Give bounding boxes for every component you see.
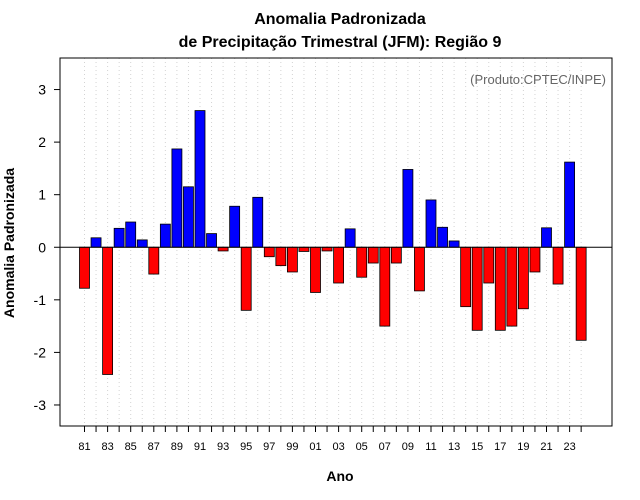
y-axis-title: Anomalia Padronizada	[1, 168, 17, 318]
y-tick-label: 2	[38, 134, 46, 150]
bar-2000	[298, 246, 310, 252]
bar-2004	[344, 228, 356, 248]
bars-layer	[79, 110, 587, 375]
x-axis-title: Ano	[326, 468, 353, 484]
x-tick-label: 23	[563, 441, 575, 453]
y-tick-label: 1	[38, 187, 46, 203]
bar-1998	[275, 246, 287, 267]
bar-1996	[252, 196, 264, 248]
y-tick-label: -3	[34, 397, 47, 413]
bar-2005	[356, 246, 368, 278]
bar-2003	[333, 246, 345, 284]
x-tick-label: 11	[425, 441, 436, 453]
bar-2012	[437, 226, 448, 248]
grid-layer	[84, 58, 582, 426]
x-tick-label: 07	[379, 441, 391, 453]
bar-1985	[125, 221, 137, 248]
bar-1987	[148, 246, 160, 275]
y-tick-label: -2	[34, 344, 47, 360]
bar-2022	[552, 246, 564, 285]
x-tick-label: 91	[194, 441, 206, 453]
bar-2007	[379, 246, 391, 327]
bar-1981	[79, 246, 90, 289]
bar-1982	[90, 237, 102, 248]
chart-title-line1: Anomalia Padronizada	[254, 11, 426, 28]
x-tick-label: 05	[356, 441, 368, 453]
bar-2002	[321, 246, 333, 252]
bar-1994	[229, 205, 241, 248]
bar-1995	[240, 246, 252, 311]
x-tick-label: 21	[540, 441, 552, 453]
x-tick-label: 03	[332, 441, 344, 453]
bar-1989	[171, 148, 183, 248]
x-tick-label: 09	[402, 441, 414, 453]
y-tick-label: 3	[38, 82, 46, 98]
x-axis: 81 83 85 87 89 91 93 95 97 99 01 03 05 07 09 11 13 15 17 19…	[78, 426, 582, 453]
x-tick-label: 83	[101, 441, 113, 453]
bar-2006	[367, 246, 379, 264]
bar-1984	[113, 227, 125, 248]
bar-2010	[414, 246, 425, 292]
bar-2020	[529, 246, 541, 273]
credit-label: (Produto:CPTEC/INPE)	[470, 72, 606, 87]
bar-1993	[217, 246, 229, 252]
x-tick-label: 85	[125, 441, 137, 453]
bar-1983	[102, 246, 113, 375]
x-tick-label: 15	[471, 441, 483, 453]
bar-2014	[460, 246, 472, 308]
chart-title-line2: de Precipitação Trimestral (JFM): Região…	[179, 34, 502, 51]
bar-2013	[448, 240, 460, 248]
x-tick-label: 97	[263, 441, 275, 453]
bar-2017	[494, 246, 506, 331]
bar-1999	[286, 246, 298, 273]
bar-1997	[263, 246, 275, 258]
bar-2015	[471, 246, 483, 331]
y-tick-label: 0	[38, 239, 46, 255]
x-tick-label: 89	[171, 441, 183, 453]
bar-2011	[425, 199, 437, 248]
x-tick-label: 87	[148, 441, 160, 453]
x-tick-label: 01	[309, 441, 321, 453]
x-tick-label: 93	[217, 441, 229, 453]
bar-1992	[206, 233, 217, 248]
bar-1986	[136, 239, 148, 248]
bar-2018	[506, 246, 518, 327]
x-tick-label: 81	[78, 441, 90, 453]
plot-frame	[59, 57, 613, 427]
x-tick-label: 95	[240, 441, 252, 453]
x-tick-label: 13	[448, 441, 460, 453]
bar-1990	[183, 186, 194, 248]
bar-2001	[310, 246, 321, 293]
bar-2023	[564, 161, 575, 248]
bar-1988	[159, 223, 171, 248]
x-tick-label: 19	[517, 441, 529, 453]
bar-2019	[518, 246, 529, 310]
bar-2008	[390, 246, 402, 264]
bar-1991	[194, 110, 206, 248]
x-tick-label: 17	[494, 441, 506, 453]
bar-2024	[575, 246, 587, 341]
x-tick-label: 99	[286, 441, 298, 453]
bar-2021	[541, 227, 552, 248]
y-tick-label: -1	[34, 292, 47, 308]
y-axis: -3 -2 -1 0 1 2 3	[34, 82, 60, 413]
bar-2016	[483, 246, 495, 284]
bar-2009	[402, 169, 414, 248]
